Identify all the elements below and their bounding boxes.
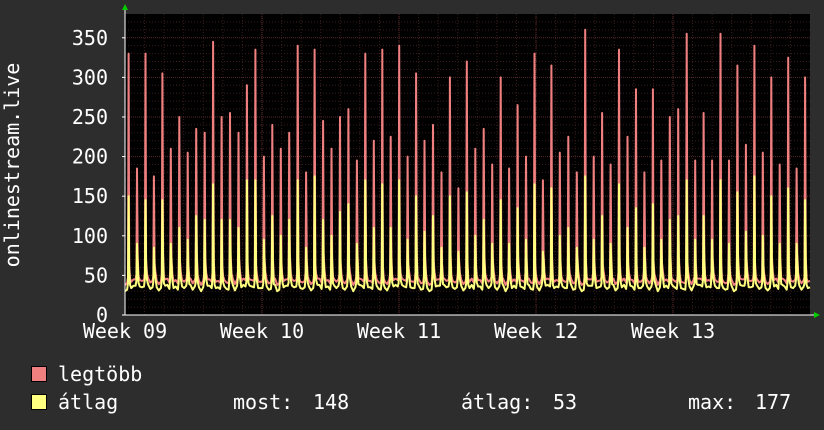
y-axis-arrow	[122, 4, 128, 10]
stat-max-value: 177	[755, 390, 792, 414]
y-tick-label: 50	[84, 263, 108, 287]
y-tick-label: 100	[72, 224, 108, 248]
legend-label-avg: átlag	[58, 390, 119, 414]
legend-swatch-max	[31, 366, 47, 382]
y-tick-label: 250	[72, 105, 108, 129]
y-axis-label: onlinestream.live	[0, 63, 24, 268]
x-tick-label: Week 10	[220, 319, 304, 343]
stat-avg-value: 53	[553, 390, 578, 414]
stat-now-value: 148	[313, 390, 350, 414]
x-axis-arrow	[814, 312, 820, 318]
y-tick-label: 300	[72, 65, 108, 89]
y-tick-label: 150	[72, 184, 108, 208]
series-max	[124, 28, 811, 286]
stat-avg-label: átlag:	[461, 390, 534, 414]
legend-swatch-avg	[31, 394, 47, 410]
legend-label-max: legtöbb	[58, 362, 143, 386]
stat-now-label: most:	[233, 390, 294, 414]
stat-max-label: max:	[688, 390, 737, 414]
series-line-legtobb	[124, 28, 811, 286]
x-tick-label: Week 09	[83, 319, 167, 343]
x-tick-label: Week 11	[357, 319, 441, 343]
x-tick-label: Week 13	[631, 319, 715, 343]
x-tick-labels: Week 09 Week 10 Week 11 Week 12 Week 13	[83, 319, 715, 343]
y-tick-labels: 0 50 100 150 200 250 300 350	[72, 26, 108, 327]
series-avg	[124, 175, 811, 293]
y-tick-label: 350	[72, 26, 108, 50]
axes	[122, 4, 820, 318]
x-tick-label: Week 12	[494, 319, 578, 343]
y-tick-label: 0	[96, 303, 108, 327]
y-tick-label: 200	[72, 145, 108, 169]
series-line-atlag	[124, 175, 811, 293]
